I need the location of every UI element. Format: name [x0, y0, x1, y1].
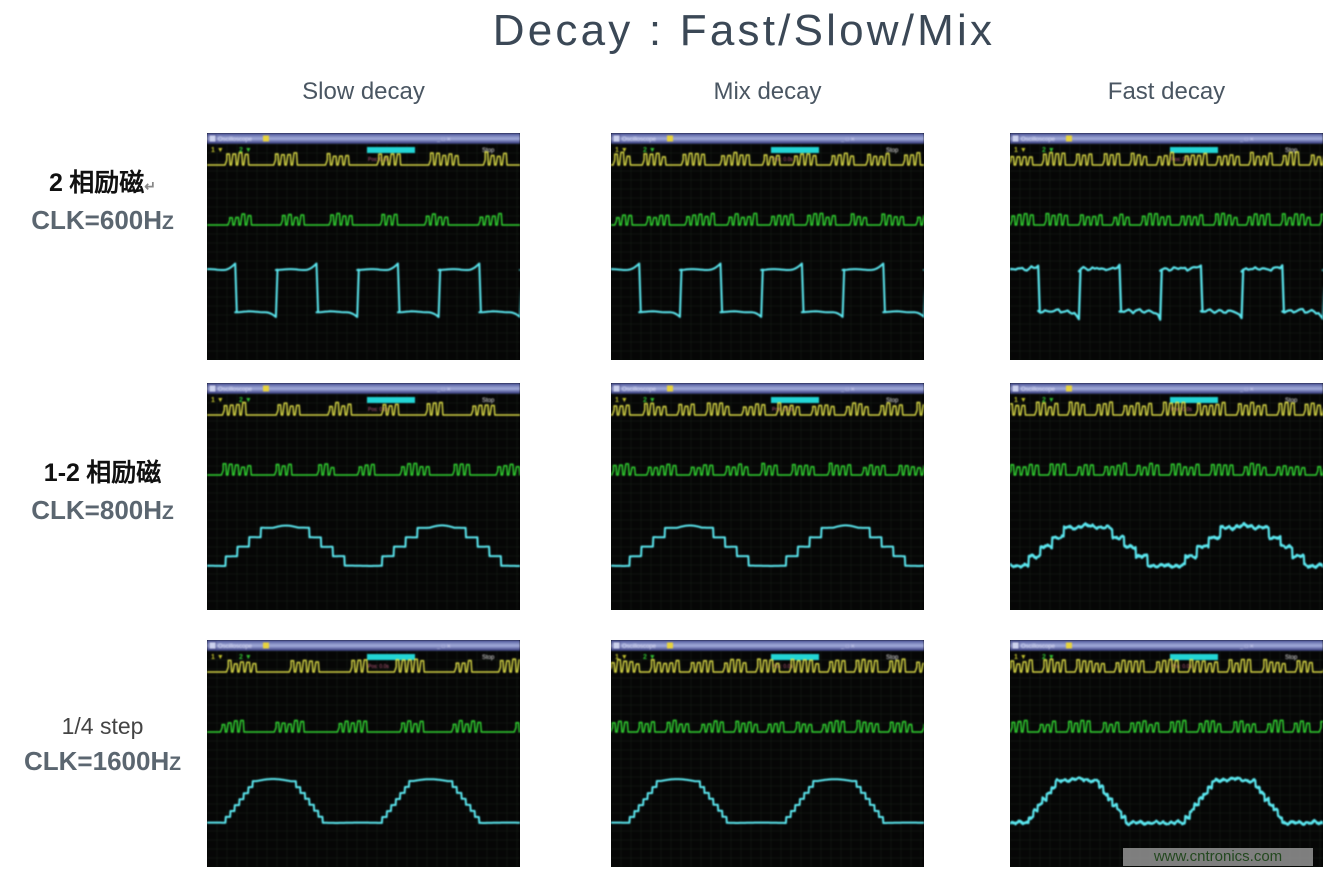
svg-text:Oscilloscope: Oscilloscope	[622, 137, 657, 143]
svg-text:2 ▼: 2 ▼	[643, 147, 656, 154]
svg-text:1 ▼: 1 ▼	[211, 397, 224, 404]
svg-text:_ □ ✕: _ □ ✕	[840, 137, 855, 143]
svg-text:_ □ ✕: _ □ ✕	[1239, 644, 1254, 650]
svg-text:_ □ ✕: _ □ ✕	[1239, 137, 1254, 143]
svg-text:Oscilloscope: Oscilloscope	[1021, 387, 1056, 393]
svg-text:Stop: Stop	[482, 398, 495, 404]
svg-text:1 ▼: 1 ▼	[1014, 147, 1027, 154]
svg-text:Stop: Stop	[482, 655, 495, 661]
svg-text:1 ▼: 1 ▼	[1014, 397, 1027, 404]
svg-text:Oscilloscope: Oscilloscope	[622, 644, 657, 650]
svg-text:_ □ ✕: _ □ ✕	[840, 387, 855, 393]
svg-text:1 ▼: 1 ▼	[1014, 654, 1027, 661]
svg-text:Oscilloscope: Oscilloscope	[622, 387, 657, 393]
svg-text:Pos: 0.0s: Pos: 0.0s	[368, 664, 389, 670]
svg-text:Oscilloscope: Oscilloscope	[1021, 137, 1056, 143]
svg-text:_ □ ✕: _ □ ✕	[436, 387, 451, 393]
svg-text:1 ▼: 1 ▼	[615, 397, 628, 404]
svg-text:1 ▼: 1 ▼	[211, 654, 224, 661]
svg-text:_ □ ✕: _ □ ✕	[436, 137, 451, 143]
svg-text:Oscilloscope: Oscilloscope	[218, 387, 253, 393]
svg-text:1 ▼: 1 ▼	[211, 147, 224, 154]
svg-text:Stop: Stop	[482, 148, 495, 154]
svg-text:1 ▼: 1 ▼	[615, 654, 628, 661]
svg-text:Oscilloscope: Oscilloscope	[218, 644, 253, 650]
svg-text:Oscilloscope: Oscilloscope	[1021, 644, 1056, 650]
svg-text:_ □ ✕: _ □ ✕	[436, 644, 451, 650]
svg-text:_ □ ✕: _ □ ✕	[1239, 387, 1254, 393]
svg-text:_ □ ✕: _ □ ✕	[840, 644, 855, 650]
svg-text:Stop: Stop	[1285, 655, 1298, 661]
svg-text:Oscilloscope: Oscilloscope	[218, 137, 253, 143]
svg-text:2 ▼: 2 ▼	[239, 654, 252, 661]
